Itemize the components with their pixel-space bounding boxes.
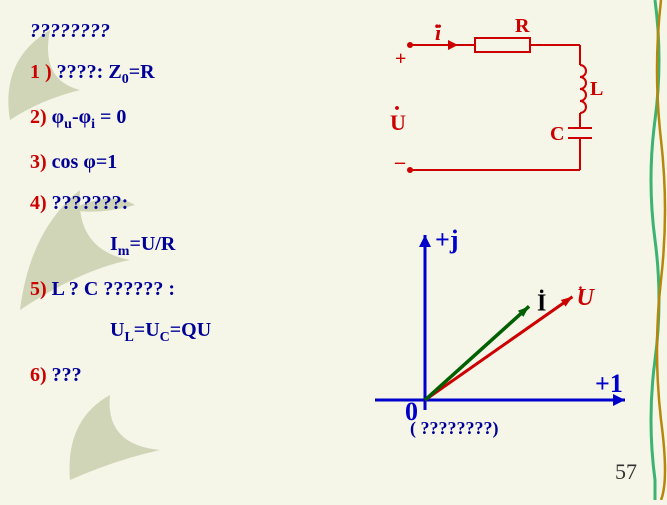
svg-text:C: C — [550, 123, 564, 145]
page-number: 57 — [615, 459, 637, 485]
list-item: 5) L ? C ?????? : — [30, 278, 370, 301]
circuit-diagram: +.U–.iRLC — [380, 10, 610, 190]
text-block: ???????? 1 ) ????: Z0=R 2) φu-φi = 0 3) co… — [30, 20, 370, 405]
title: ???????? — [30, 20, 370, 43]
phasor-diagram: +1+j0.Uİ ( ????????) — [370, 220, 650, 450]
list-item: 4) ???????: — [30, 192, 370, 215]
svg-text:U: U — [576, 285, 595, 311]
svg-text:+: + — [395, 48, 406, 70]
phasor-caption: ( ????????) — [410, 418, 499, 439]
svg-text:L: L — [590, 78, 603, 100]
list-item: 6) ??? — [30, 364, 370, 387]
list-item: 2) φu-φi = 0 — [30, 106, 370, 133]
leaf-deco-3 — [60, 390, 170, 490]
svg-text:i: i — [435, 20, 442, 45]
list-item: UL=UC=QU — [110, 319, 370, 346]
svg-text:İ: İ — [537, 290, 546, 316]
svg-text:U: U — [390, 110, 406, 135]
list-item: 3) cos φ=1 — [30, 151, 370, 174]
border-deco — [649, 0, 667, 500]
svg-text:+j: +j — [435, 225, 458, 254]
svg-text:+1: +1 — [595, 369, 623, 398]
list-item: 1 ) ????: Z0=R — [30, 61, 370, 88]
svg-text:–: – — [394, 151, 406, 173]
list-item: Im=U/R — [110, 233, 370, 260]
svg-text:R: R — [515, 15, 530, 37]
